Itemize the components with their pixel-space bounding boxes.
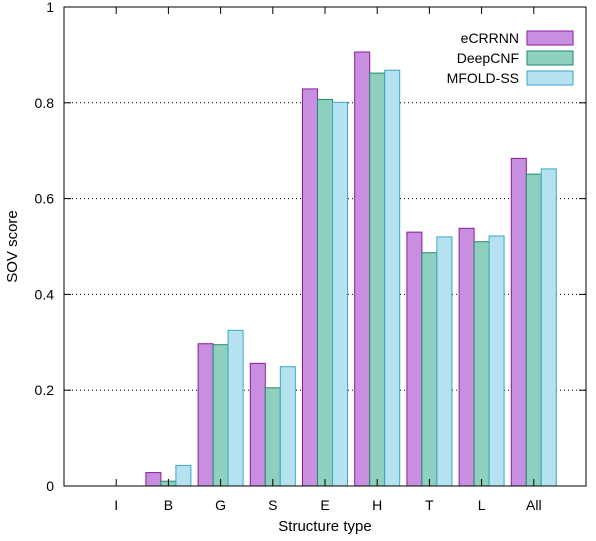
bar-deepcnf-h xyxy=(369,72,386,487)
bar-deepcnf-e xyxy=(317,98,333,487)
legend-label: DeepCNF xyxy=(457,50,519,66)
bar-mfold-ss-all xyxy=(540,168,557,487)
y-axis: 0 0.2 0.4 0.6 0.8 1 xyxy=(35,0,586,494)
bar-mfold-ss-t xyxy=(436,236,453,487)
y-tick-label: 0.2 xyxy=(35,382,55,398)
bar-ecrrnn-all xyxy=(510,157,527,487)
x-tick-label: E xyxy=(320,497,329,513)
bar-ecrrnn-e xyxy=(302,88,318,487)
x-tick-label: S xyxy=(268,497,277,513)
bar-deepcnf-l xyxy=(473,241,490,487)
legend-swatch xyxy=(526,70,574,86)
x-axis: I B G S E H T L All xyxy=(114,7,542,513)
x-tick-label: I xyxy=(114,497,118,513)
bar-ecrrnn-h xyxy=(354,51,371,487)
x-tick-label: All xyxy=(526,497,542,513)
bar-mfold-ss-g xyxy=(227,329,244,487)
x-tick-label: L xyxy=(478,497,486,513)
legend-label: eCRRNN xyxy=(461,30,519,46)
bar-deepcnf-s xyxy=(264,387,281,487)
legend-swatch xyxy=(526,50,574,66)
bar-mfold-ss-s xyxy=(279,366,296,487)
legend-label: MFOLD-SS xyxy=(447,70,519,86)
y-axis-title: SOV score xyxy=(4,210,21,283)
bar-ecrrnn-l xyxy=(458,227,475,487)
y-tick-label: 0.8 xyxy=(35,95,55,111)
bar-mfold-ss-h xyxy=(384,69,401,487)
bar-ecrrnn-s xyxy=(249,362,266,487)
bar-deepcnf-t xyxy=(421,252,438,487)
y-tick-label: 0.6 xyxy=(35,191,55,207)
bar-ecrrnn-b xyxy=(145,472,162,487)
bar-deepcnf-g xyxy=(212,344,229,487)
bars xyxy=(145,51,557,487)
bar-ecrrnn-g xyxy=(197,343,214,487)
legend-swatch xyxy=(526,30,574,46)
bar-deepcnf-all xyxy=(525,173,542,487)
x-axis-title: Structure type xyxy=(278,518,371,535)
bar-mfold-ss-l xyxy=(488,235,505,487)
x-tick-label: T xyxy=(425,497,434,513)
y-tick-label: 0.4 xyxy=(35,286,55,302)
y-tick-label: 1 xyxy=(46,0,54,15)
x-tick-label: B xyxy=(164,497,173,513)
x-tick-label: G xyxy=(215,497,226,513)
x-tick-label: H xyxy=(372,497,382,513)
bar-ecrrnn-t xyxy=(406,231,423,487)
y-tick-label: 0 xyxy=(46,478,54,494)
bar-mfold-ss-b xyxy=(175,464,192,487)
legend: eCRRNN DeepCNF MFOLD-SS xyxy=(447,30,574,86)
bar-mfold-ss-e xyxy=(332,101,348,487)
